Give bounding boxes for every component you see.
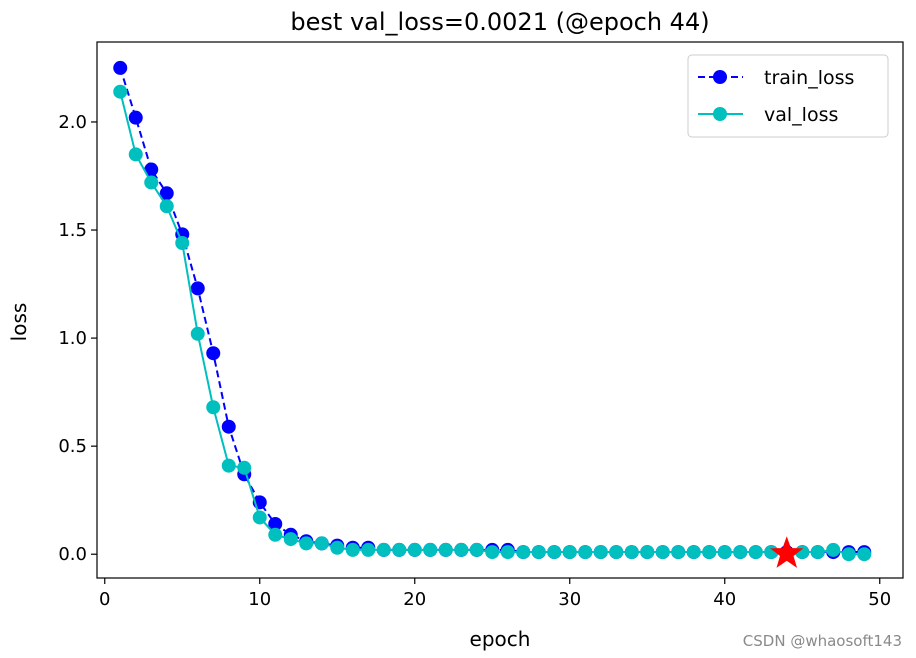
series-point-val_loss — [717, 545, 732, 560]
series-point-val_loss — [237, 460, 252, 475]
series-point-val_loss — [144, 175, 159, 190]
legend-marker-val_loss — [713, 107, 727, 121]
y-axis-label: loss — [7, 303, 31, 342]
series-point-val_loss — [159, 199, 174, 214]
series-point-val_loss — [655, 545, 670, 560]
series-point-val_loss — [190, 326, 205, 341]
series-point-val_loss — [330, 540, 345, 555]
y-tick-label: 0.5 — [58, 436, 87, 457]
series-point-val_loss — [640, 545, 655, 560]
legend-box — [687, 54, 889, 138]
series-point-val_loss — [578, 545, 593, 560]
y-tick-label: 0.0 — [58, 544, 87, 565]
legend-label-train_loss: train_loss — [764, 67, 854, 89]
chart-title: best val_loss=0.0021 (@epoch 44) — [290, 8, 709, 36]
series-point-val_loss — [748, 545, 763, 560]
series-point-val_loss — [361, 542, 376, 557]
series-point-train_loss — [144, 162, 159, 177]
series-point-train_loss — [128, 110, 143, 125]
series-point-val_loss — [376, 542, 391, 557]
series-point-train_loss — [268, 516, 283, 531]
series-point-val_loss — [128, 147, 143, 162]
plot-frame — [96, 41, 904, 579]
x-axis-label: epoch — [470, 627, 531, 651]
series-point-val_loss — [345, 542, 360, 557]
series-point-val_loss — [423, 542, 438, 557]
y-tick-label: 1.5 — [58, 220, 87, 241]
x-tick-label: 10 — [248, 589, 271, 610]
series-point-val_loss — [500, 545, 515, 560]
series-point-val_loss — [485, 545, 500, 560]
x-tick-label: 30 — [558, 589, 581, 610]
series-point-val_loss — [221, 458, 236, 473]
series-point-val_loss — [609, 545, 624, 560]
series-point-val_loss — [562, 545, 577, 560]
series-point-val_loss — [113, 84, 128, 99]
series-line-val_loss — [119, 91, 865, 556]
y-tick-label: 2.0 — [58, 112, 87, 133]
series-point-val_loss — [314, 536, 329, 551]
x-tick-label: 20 — [403, 589, 426, 610]
series-point-train_loss — [190, 281, 205, 296]
series-point-train_loss — [206, 346, 221, 361]
series-point-train_loss — [221, 419, 236, 434]
series-point-train_loss — [113, 60, 128, 75]
series-point-val_loss — [733, 545, 748, 560]
series-point-val_loss — [857, 547, 872, 562]
best-epoch-star-marker — [770, 536, 804, 568]
x-tick-label: 0 — [99, 589, 110, 610]
x-tick-label: 40 — [713, 589, 736, 610]
series-point-val_loss — [407, 542, 422, 557]
series-point-val_loss — [624, 545, 639, 560]
series-point-val_loss — [531, 545, 546, 560]
series-point-val_loss — [299, 536, 314, 551]
series-point-val_loss — [810, 545, 825, 560]
series-point-val_loss — [175, 236, 190, 250]
legend-label-val_loss: val_loss — [764, 104, 838, 126]
series-point-val_loss — [671, 545, 686, 560]
watermark: CSDN @whaosoft143 — [742, 632, 902, 650]
legend-marker-train_loss — [713, 70, 727, 84]
series-point-val_loss — [252, 510, 267, 525]
series-point-val_loss — [826, 542, 841, 557]
series-point-val_loss — [268, 527, 283, 542]
series-point-val_loss — [206, 400, 221, 415]
series-point-val_loss — [392, 542, 407, 557]
series-point-val_loss — [841, 547, 856, 562]
series-point-val_loss — [454, 542, 469, 557]
series-point-val_loss — [702, 545, 717, 560]
series-point-val_loss — [516, 545, 531, 560]
series-point-train_loss — [159, 186, 174, 201]
series-point-val_loss — [547, 545, 562, 560]
y-tick-label: 1.0 — [58, 328, 87, 349]
series-point-val_loss — [593, 545, 608, 560]
series-point-val_loss — [283, 532, 298, 547]
series-line-train_loss — [119, 67, 865, 554]
series-point-val_loss — [686, 545, 701, 560]
series-point-val_loss — [438, 542, 453, 557]
x-tick-label: 50 — [868, 589, 891, 610]
series-point-val_loss — [469, 542, 484, 557]
